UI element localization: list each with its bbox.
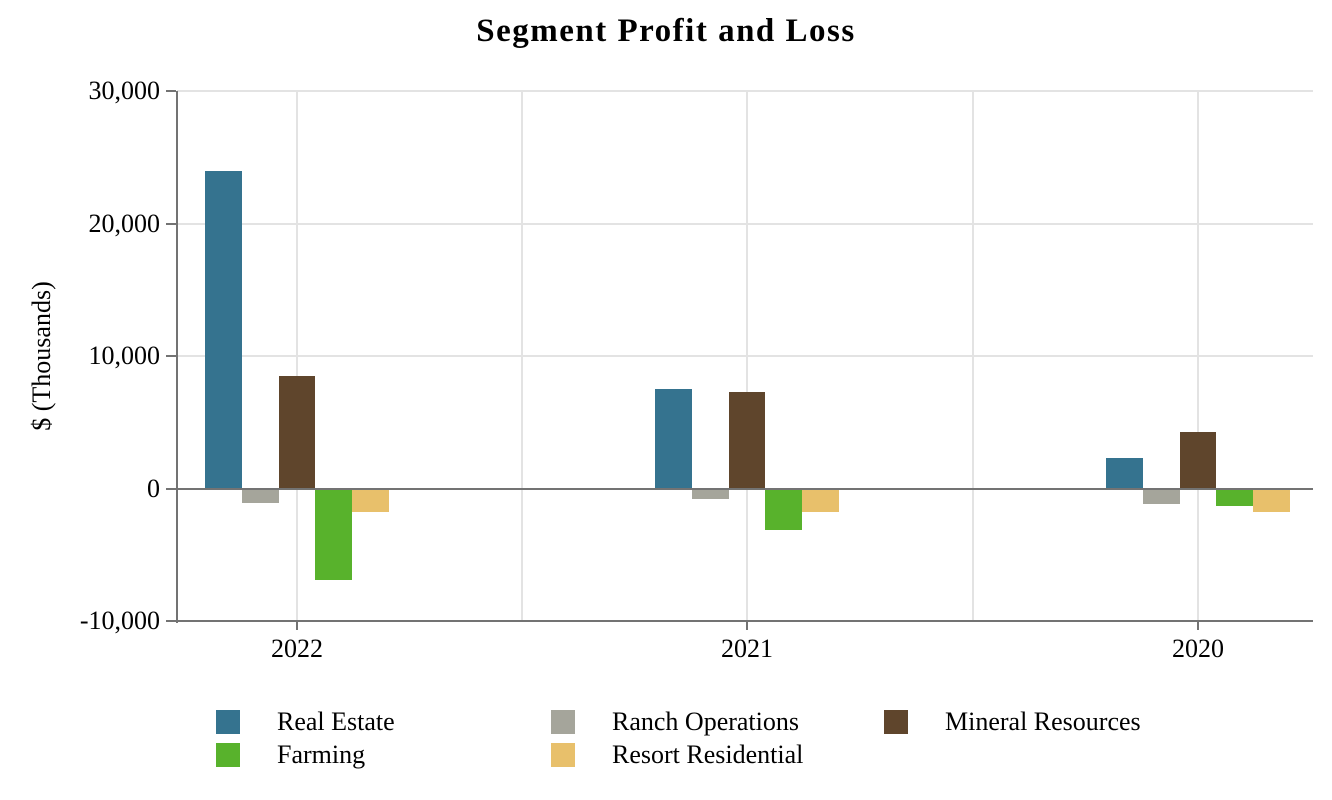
legend-item-real-estate: Real Estate (216, 709, 395, 735)
y-axis-line (176, 91, 178, 623)
y-tick-label-20-000: 20,000 (88, 208, 161, 238)
bar-resort-residential-2021 (802, 488, 839, 513)
gridline-v-4 (1197, 91, 1199, 621)
x-tick-2021 (746, 621, 748, 630)
legend-item-resort-residential: Resort Residential (551, 742, 803, 768)
legend-swatch-mineral-resources (884, 710, 908, 734)
bar-ranch-operations-2020 (1142, 488, 1180, 505)
x-tick-2022 (296, 621, 298, 630)
x-axis-line (177, 620, 1313, 622)
legend-label-mineral-resources: Mineral Resources (945, 707, 1141, 736)
legend-label-resort-residential: Resort Residential (612, 740, 804, 769)
legend-item-farming: Farming (216, 742, 365, 768)
chart-title: Segment Profit and Loss (476, 13, 856, 49)
gridline-v-0 (296, 91, 298, 621)
gridline-v-2 (746, 91, 748, 621)
y-tick-10-000 (166, 620, 176, 622)
y-tick-label-30-000: 30,000 (88, 76, 161, 105)
x-label-2022: 2022 (271, 634, 323, 663)
bar-resort-residential-2022 (352, 488, 389, 513)
bar-real-estate-2022 (205, 170, 242, 489)
bar-real-estate-2021 (655, 389, 692, 489)
legend-item-mineral-resources: Mineral Resources (884, 709, 1141, 735)
gridline-v-3 (971, 91, 974, 621)
legend-swatch-farming (216, 743, 240, 767)
legend-label-farming: Farming (277, 740, 366, 769)
y-tick-0 (166, 487, 176, 490)
legend-label-real-estate: Real Estate (277, 707, 395, 736)
y-tick-label-10-000: 10,000 (88, 341, 161, 370)
gridline-h-20-000 (177, 222, 1313, 225)
y-tick-30-000 (166, 90, 176, 92)
x-tick-2020 (1197, 621, 1199, 630)
bar-ranch-operations-2022 (241, 488, 279, 504)
bar-farming-2020 (1216, 488, 1254, 506)
legend-swatch-resort-residential (551, 743, 575, 767)
bar-mineral-resources-2022 (278, 375, 316, 489)
bar-mineral-resources-2021 (728, 391, 766, 489)
bar-real-estate-2020 (1106, 458, 1143, 489)
bar-farming-2022 (315, 488, 353, 580)
bar-ranch-operations-2021 (691, 488, 729, 500)
bar-resort-residential-2020 (1253, 488, 1290, 513)
y-tick-label-0: 0 (147, 473, 160, 503)
y-tick-label-10-000: -10,000 (79, 606, 160, 635)
legend-label-ranch-operations: Ranch Operations (612, 707, 800, 736)
legend-item-ranch-operations: Ranch Operations (551, 709, 799, 735)
bar-farming-2021 (765, 488, 803, 530)
zero-line (177, 487, 1313, 490)
legend-swatch-real-estate (216, 710, 240, 734)
y-tick-20-000 (166, 222, 176, 225)
y-tick-10-000 (166, 355, 176, 357)
x-label-2021: 2021 (721, 634, 773, 663)
gridline-v-1 (521, 91, 523, 621)
legend-swatch-ranch-operations (551, 710, 575, 734)
bar-mineral-resources-2020 (1179, 431, 1217, 489)
gridline-h-10-000 (177, 355, 1313, 357)
x-label-2020: 2020 (1172, 634, 1224, 663)
gridline-h-30-000 (177, 90, 1313, 92)
